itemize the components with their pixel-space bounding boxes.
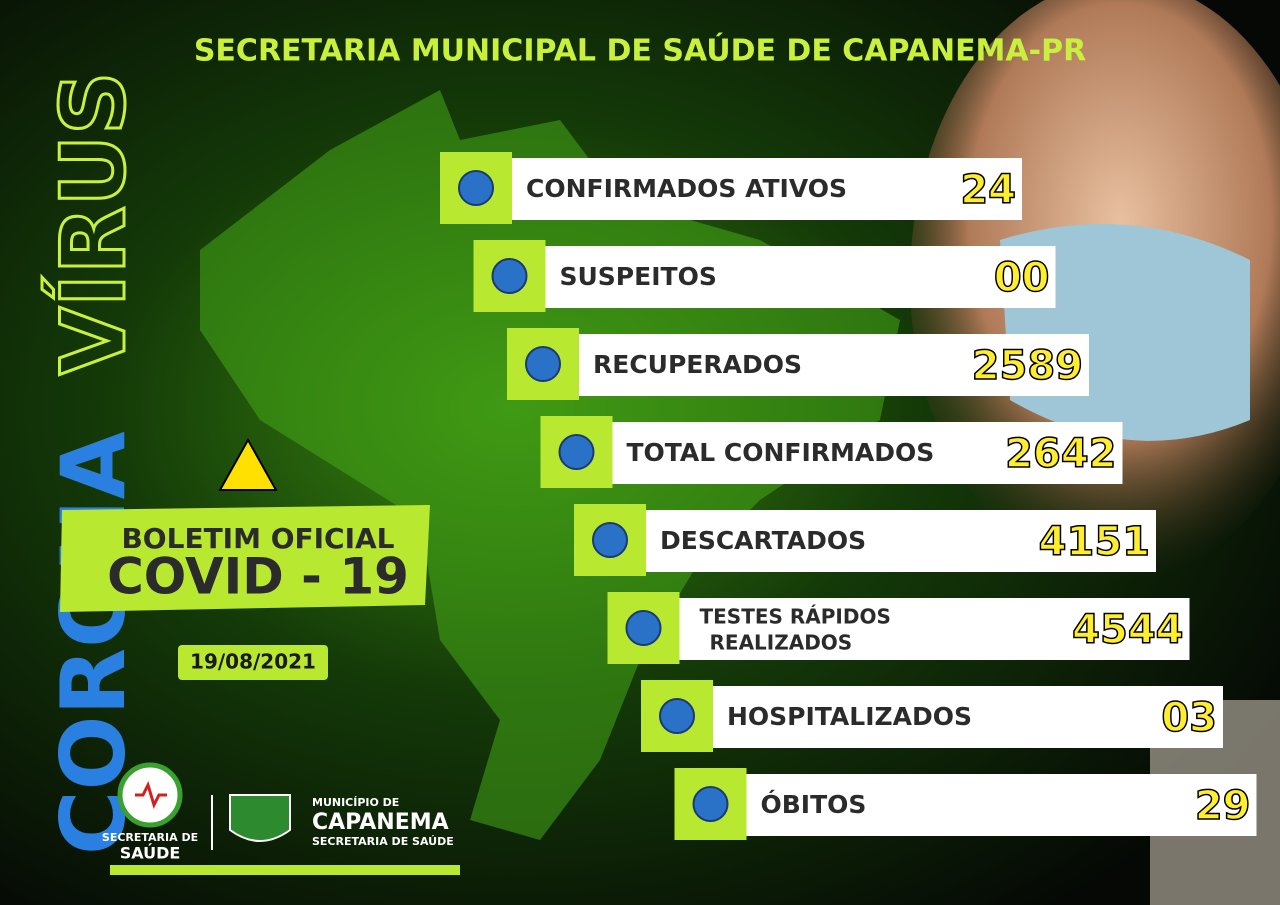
stat-icon [458, 170, 494, 206]
stat-label: DESCARTADOS [660, 526, 866, 555]
stat-value: 03 [1161, 695, 1217, 741]
stat-icon [692, 786, 729, 822]
stat-label: TESTES RÁPIDOS [700, 605, 891, 629]
stat-value: 4544 [1072, 607, 1183, 653]
header-title: SECRETARIA MUNICIPAL DE SAÚDE DE CAPANEM… [194, 32, 1086, 69]
bulletin-line: BOLETIM OFICIAL [121, 522, 394, 555]
stat-icon [491, 258, 528, 294]
logo-text: CAPANEMA [312, 810, 449, 835]
stat-bar [740, 774, 1257, 836]
bulletin-banner [60, 505, 430, 612]
stat-label: SUSPEITOS [560, 262, 717, 291]
stat-value: 24 [960, 167, 1016, 213]
stat-bar [506, 158, 1022, 220]
stat-value: 29 [1195, 783, 1251, 829]
stat-bar [573, 334, 1089, 396]
stats-list: CONFIRMADOS ATIVOS 24 SUSPEITOS 00 RECUPERAD… [440, 152, 1257, 840]
date-box [178, 645, 328, 680]
logo-text: MUNICÍPIO DE [312, 796, 399, 809]
stat-label: HOSPITALIZADOS [727, 702, 972, 731]
stat-value: 4151 [1039, 519, 1150, 565]
logo-text: SECRETARIA DE SAÚDE [312, 835, 454, 848]
bulletin-title: COVID - 19 [107, 548, 409, 606]
stat-label: CONFIRMADOS ATIVOS [526, 174, 847, 203]
stat-icon [525, 346, 561, 382]
warning-icon [218, 437, 278, 491]
stat-bar [673, 598, 1190, 660]
stat-value: 2589 [972, 343, 1083, 389]
logo-text: SAÚDE [120, 844, 181, 863]
stat-bar [539, 246, 1056, 308]
stat-icon [592, 522, 628, 558]
stat-label: REALIZADOS [710, 631, 853, 655]
stat-label: TOTAL CONFIRMADOS [627, 438, 935, 467]
logo-text: SECRETARIA DE [102, 831, 198, 844]
stat-icon [625, 610, 662, 646]
logo-bar [110, 865, 460, 875]
stat-value: 00 [994, 255, 1050, 301]
stat-label: RECUPERADOS [593, 350, 802, 379]
side-word: VÍRUS [42, 72, 145, 375]
stat-bar [707, 686, 1223, 748]
stat-value: 2642 [1005, 431, 1116, 477]
health-logo-line [135, 780, 167, 810]
city-crest [229, 794, 291, 842]
stat-bar [606, 422, 1123, 484]
stat-label: ÓBITOS [761, 789, 867, 819]
stat-icon [558, 434, 595, 470]
bulletin-date: 19/08/2021 [190, 650, 316, 674]
stat-icon [659, 698, 695, 734]
stat-bar [640, 510, 1156, 572]
